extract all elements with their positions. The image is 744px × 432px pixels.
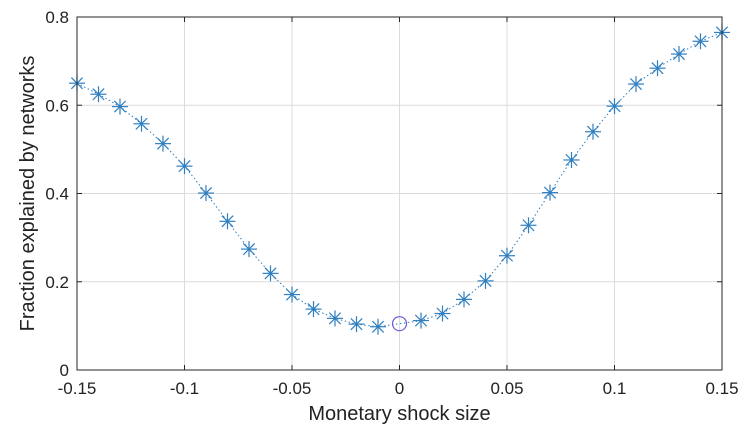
y-tick-label: 0.4: [45, 185, 69, 204]
data-point: [90, 86, 107, 103]
x-axis-ticks: -0.15 -0.1 -0.05 0 0.05 0.1 0.15: [58, 17, 739, 398]
series-markers: [69, 24, 730, 335]
data-point: [198, 185, 214, 202]
data-point: [499, 247, 515, 264]
data-point: [520, 217, 537, 234]
data-point: [692, 33, 709, 50]
data-point: [477, 272, 494, 289]
y-axis-label: Fraction explained by networks: [17, 56, 39, 332]
y-axis-ticks: 0 0.2 0.4 0.6 0.8: [45, 8, 722, 380]
data-point: [585, 123, 601, 140]
highlight-marker: [391, 316, 408, 332]
x-tick-label: -0.15: [58, 379, 97, 398]
x-axis-label: Monetary shock size: [308, 403, 490, 425]
data-point: [327, 310, 343, 327]
data-point: [176, 158, 193, 175]
x-tick-label: 0.05: [490, 379, 523, 398]
y-tick-label: 0.6: [45, 96, 69, 115]
data-point: [563, 151, 580, 168]
data-point: [628, 76, 644, 93]
data-point: [305, 301, 322, 318]
data-point: [241, 241, 257, 258]
y-tick-label: 0.8: [45, 8, 69, 27]
data-point: [155, 135, 171, 152]
data-point: [133, 115, 150, 132]
x-tick-label: 0.15: [705, 379, 738, 398]
x-tick-label: 0.1: [603, 379, 627, 398]
data-point: [542, 184, 558, 201]
data-point: [262, 265, 279, 282]
data-point: [112, 98, 128, 115]
x-tick-label: -0.05: [273, 379, 312, 398]
data-point: [671, 46, 687, 63]
y-tick-label: 0: [60, 361, 69, 380]
data-point: [219, 213, 236, 230]
x-tick-label: -0.1: [170, 379, 199, 398]
data-point: [284, 286, 300, 303]
x-tick-label: 0: [395, 379, 404, 398]
zero-shock-point: [391, 316, 408, 332]
data-point: [606, 98, 623, 115]
data-point: [413, 312, 429, 329]
data-point: [649, 60, 666, 77]
y-tick-label: 0.2: [45, 273, 69, 292]
data-point: [434, 305, 451, 322]
data-point: [456, 291, 472, 308]
data-point: [348, 316, 365, 333]
data-point: [370, 318, 386, 335]
